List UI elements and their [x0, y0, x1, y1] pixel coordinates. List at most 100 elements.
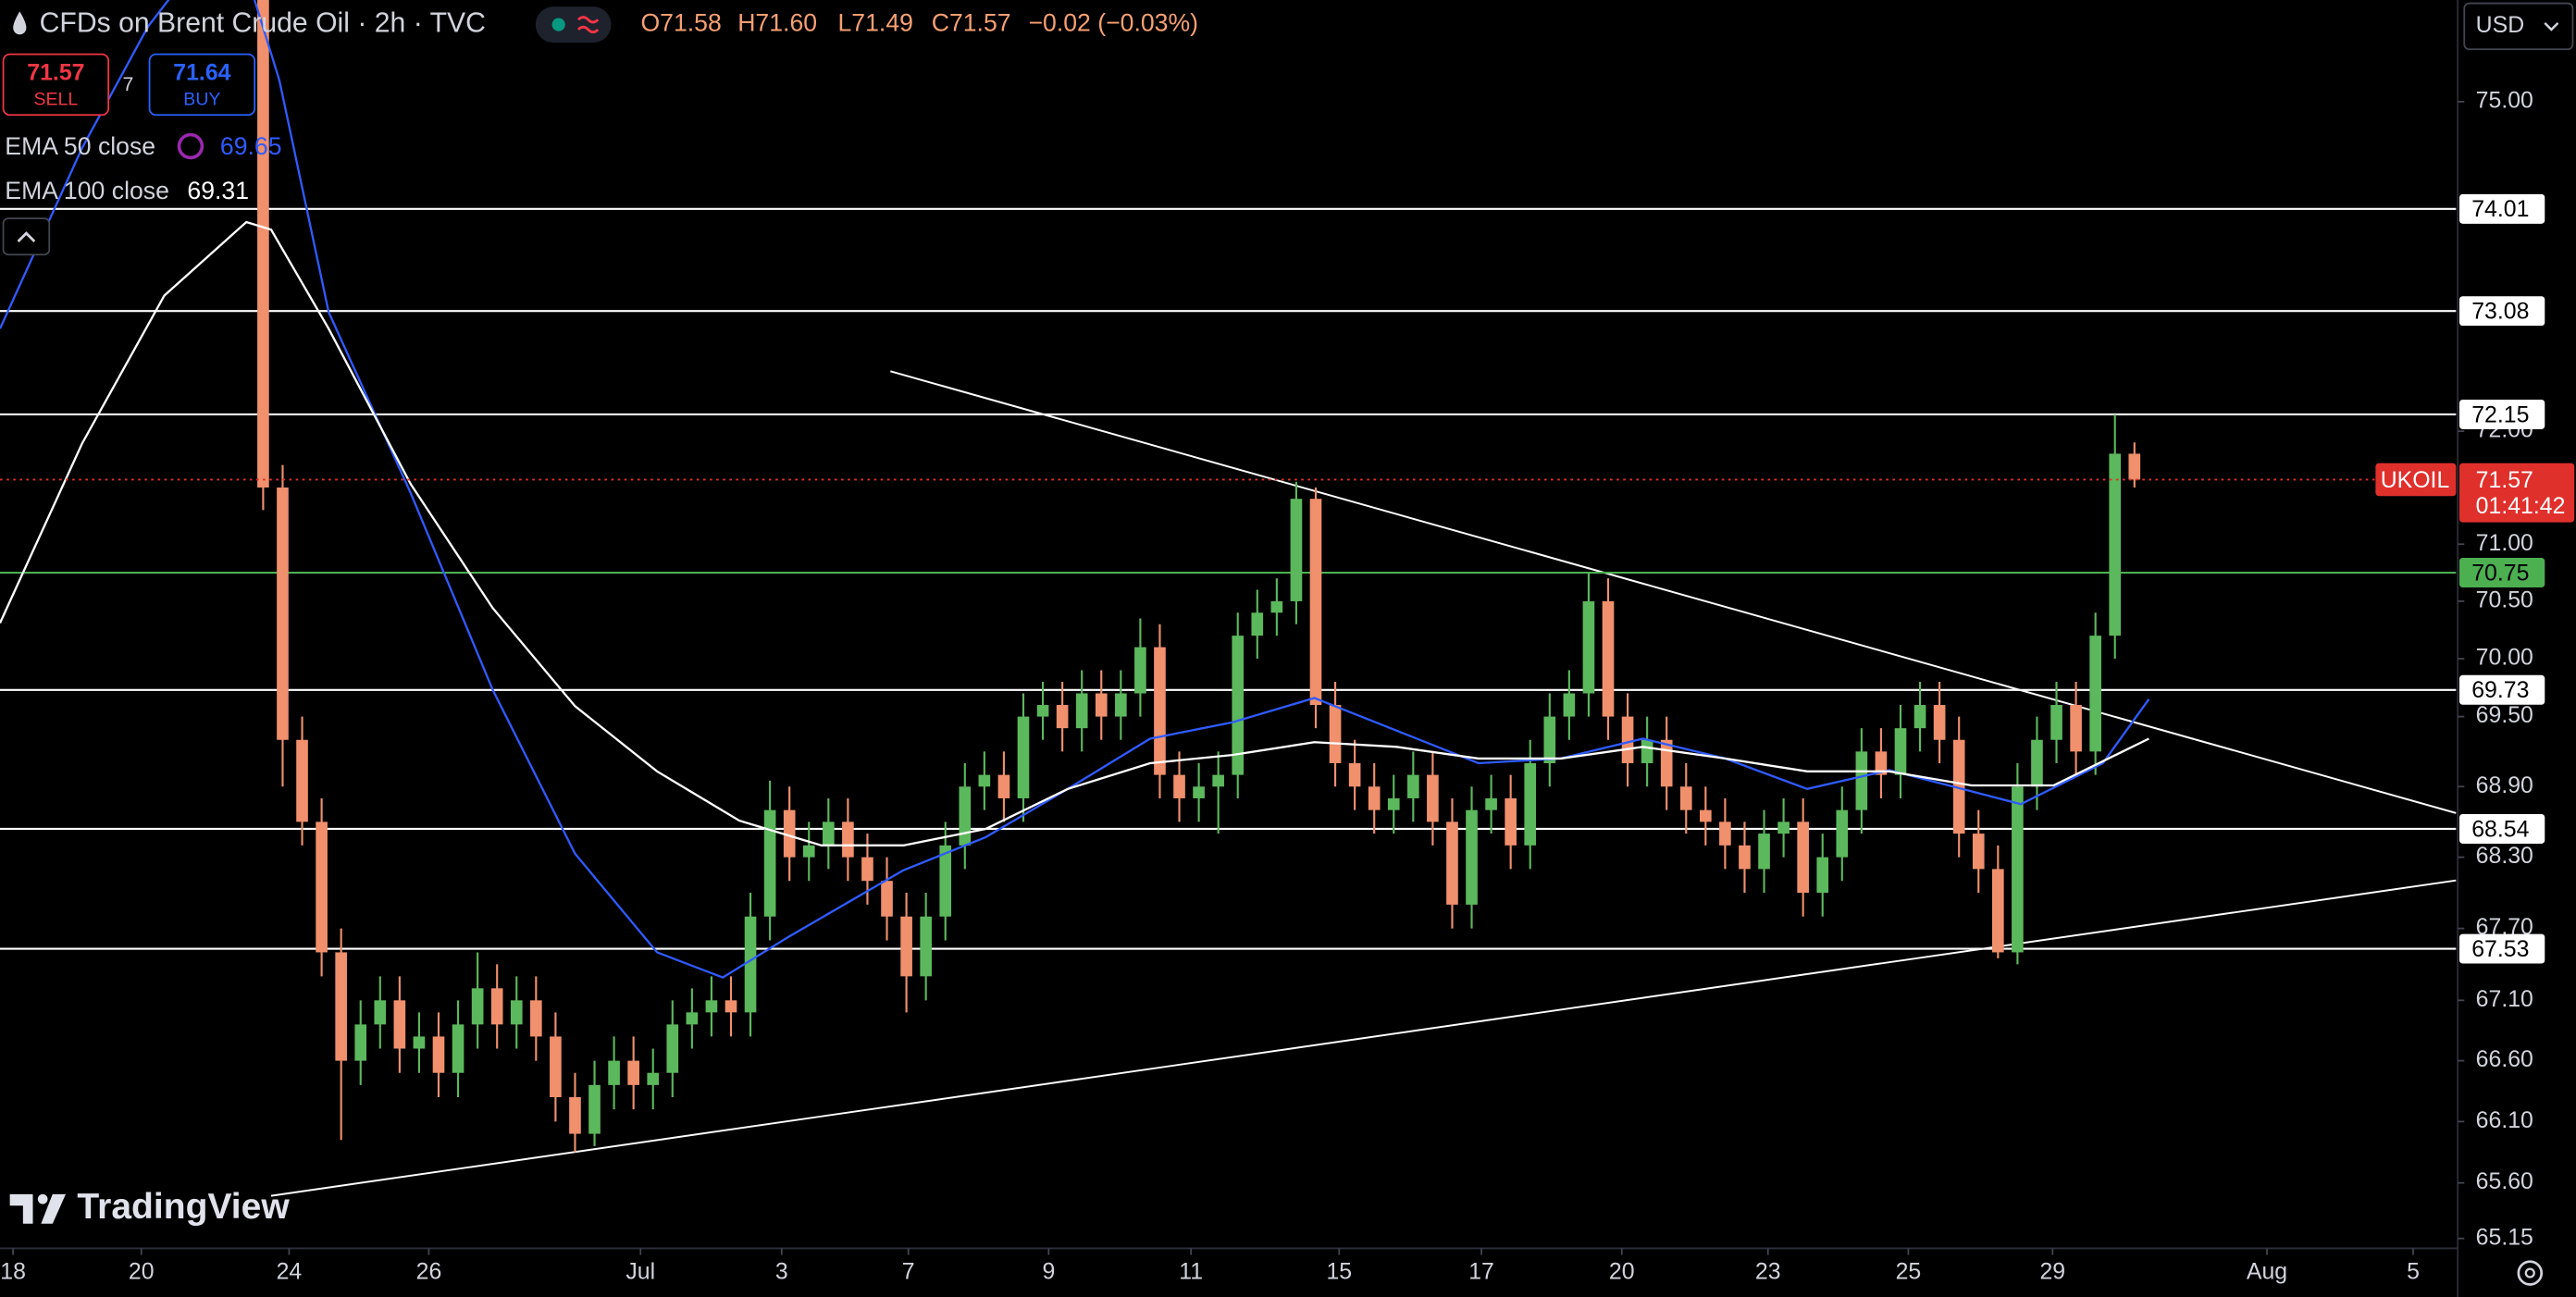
sell-button[interactable]: [2, 53, 110, 117]
candle-body: [1524, 762, 1537, 846]
settings-icon: [2524, 1267, 2535, 1278]
sell-label: SELL: [33, 89, 78, 109]
collapse-button[interactable]: [2, 217, 51, 256]
candle-body: [1992, 869, 2004, 953]
settings-icon[interactable]: [2517, 1260, 2544, 1286]
x-tick-label: 29: [2039, 1260, 2065, 1285]
candle-body: [1621, 716, 1634, 763]
x-tick-label: 15: [1326, 1260, 1352, 1285]
level-label-box: [2458, 400, 2545, 429]
candle-body: [1290, 499, 1303, 601]
candle-body: [1485, 797, 1497, 810]
countdown-label: 01:41:42: [2476, 494, 2566, 519]
candle-body: [2050, 705, 2062, 740]
ema100-legend: EMA 100 close: [5, 177, 169, 204]
candle-body: [296, 739, 308, 822]
spread: 7: [123, 73, 134, 95]
y-tick-label: 69.50: [2476, 703, 2533, 728]
level-label: 74.01: [2471, 197, 2529, 222]
x-tick-label: 24: [277, 1260, 303, 1285]
candle-body: [1582, 600, 1595, 694]
candle-body: [1679, 786, 1692, 810]
candle-body: [316, 821, 328, 953]
candle-body: [588, 1084, 601, 1134]
candle-body: [1913, 705, 1926, 729]
candle-body: [1446, 821, 1458, 905]
candle-body: [1095, 693, 1108, 717]
candle-body: [608, 1060, 620, 1085]
level-label: 73.08: [2471, 300, 2529, 325]
level-label-box: [2458, 558, 2545, 587]
candle-body: [1894, 728, 1907, 775]
candle-body: [823, 821, 835, 846]
x-tick-label: 23: [1755, 1260, 1781, 1285]
candle-body: [1075, 693, 1088, 729]
level-label-box: [2458, 193, 2545, 224]
y-tick-label: 65.15: [2476, 1225, 2533, 1250]
trend-line: [270, 879, 2457, 1197]
y-tick-label: 65.60: [2476, 1169, 2533, 1194]
candle-body: [1660, 739, 1673, 787]
y-tick-label: 75.00: [2476, 88, 2533, 113]
y-tick-label: 70.50: [2476, 587, 2533, 612]
candle-body: [1251, 612, 1264, 636]
candle-body: [2070, 705, 2082, 752]
level-label: 72.15: [2471, 402, 2529, 427]
level-label: 69.73: [2471, 678, 2529, 703]
ohlc-close: C71.57: [932, 9, 1011, 37]
candle-body: [647, 1072, 660, 1085]
candle-body: [374, 1000, 387, 1025]
candle-body: [1797, 821, 1809, 894]
candle-body: [1056, 705, 1069, 729]
candle-body: [257, 0, 269, 488]
candle-body: [920, 916, 932, 977]
last-price-label: 71.57: [2476, 468, 2533, 493]
loading-icon: [177, 132, 204, 160]
candle-body: [1017, 716, 1030, 798]
ohlc-change: −0.02 (−0.03%): [1028, 9, 1198, 37]
candle-body: [2109, 453, 2122, 636]
ema-line: [0, 0, 2150, 979]
x-tick-label: 11: [1179, 1260, 1203, 1285]
currency: USD: [2476, 13, 2524, 38]
last-price-box: [2458, 463, 2575, 523]
y-tick-label: 67.10: [2476, 987, 2533, 1012]
candle-body: [1036, 705, 1049, 717]
symbol-title: CFDs on Brent Crude Oil · 2h · TVC: [40, 8, 486, 39]
ema50-legend: EMA 50 close: [5, 132, 155, 160]
delay-icon: [576, 16, 600, 34]
candle-body: [686, 1012, 699, 1025]
currency-dropdown[interactable]: [2463, 2, 2574, 51]
candle-body: [881, 881, 893, 917]
candle-body: [705, 1000, 718, 1013]
level-label-box: [2458, 933, 2545, 964]
ohlc-low: L71.49: [838, 9, 913, 37]
y-tick-label: 66.60: [2476, 1047, 2533, 1072]
candle-body: [277, 487, 289, 740]
sell-price: 71.57: [27, 60, 84, 85]
candle-body: [1309, 499, 1322, 706]
candle-body: [1407, 774, 1419, 798]
dropdown-icon: [2544, 21, 2559, 31]
buy-button[interactable]: [148, 53, 256, 117]
x-tick-label: 25: [1896, 1260, 1922, 1285]
x-tick-label: 18: [0, 1260, 26, 1285]
candle-body: [393, 1000, 406, 1049]
ema100-value: 69.31: [187, 177, 249, 204]
candle-body: [842, 821, 854, 858]
symbol-label-box: [2375, 463, 2457, 497]
buy-label: BUY: [183, 89, 220, 109]
candle-body: [1836, 809, 1849, 858]
candle-body: [997, 774, 1010, 798]
candle-body: [569, 1097, 581, 1134]
candle-body: [354, 1024, 367, 1061]
status-pill: [535, 6, 612, 43]
plot-area: [0, 0, 2457, 1197]
candle-body: [1348, 762, 1361, 787]
candle-body: [1387, 797, 1400, 810]
candle-body: [1232, 636, 1245, 775]
candle-body: [2012, 786, 2024, 953]
x-tick-label: 26: [416, 1260, 442, 1285]
ohlc-high: H71.60: [737, 9, 817, 37]
